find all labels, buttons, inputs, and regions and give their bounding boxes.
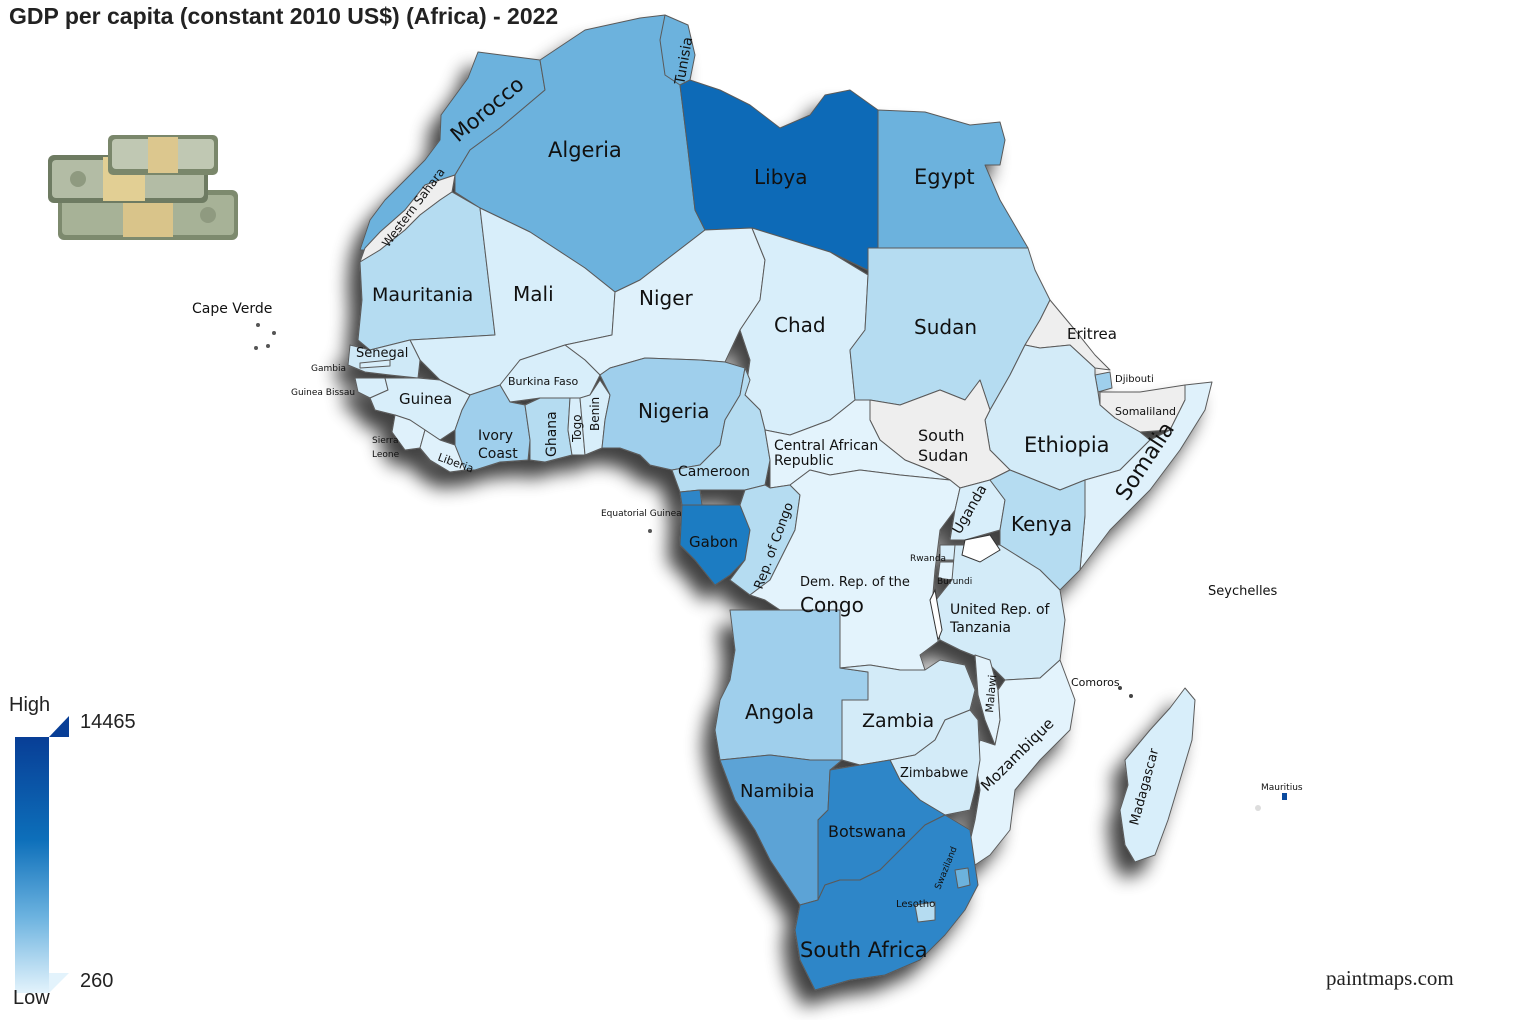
label-guinea-bissau: Guinea Bissau xyxy=(291,388,355,398)
island-cape-verde-3[interactable] xyxy=(254,346,258,350)
country-south-africa[interactable] xyxy=(794,814,979,991)
country-madagascar[interactable] xyxy=(1119,687,1196,863)
legend-high-label: High xyxy=(9,694,51,716)
label-ivory-coast-2: Coast xyxy=(478,446,518,462)
label-mauritania: Mauritania xyxy=(372,284,473,306)
label-zambia: Zambia xyxy=(862,710,934,732)
country-liberia[interactable] xyxy=(419,429,466,473)
label-egypt: Egypt xyxy=(914,165,975,189)
country-lesotho[interactable] xyxy=(914,901,936,923)
label-nigeria: Nigeria xyxy=(638,399,710,423)
island-bioko[interactable] xyxy=(648,529,652,533)
africa-continent xyxy=(347,14,1213,991)
label-drc-1: Dem. Rep. of the xyxy=(800,575,910,590)
label-botswana: Botswana xyxy=(828,822,906,841)
map-title: GDP per capita (constant 2010 US$) (Afri… xyxy=(9,3,559,29)
label-sudan: Sudan xyxy=(914,315,977,339)
label-sierra-leone-1: Sierra xyxy=(372,436,399,446)
label-ethiopia: Ethiopia xyxy=(1024,433,1110,457)
label-kenya: Kenya xyxy=(1011,512,1072,536)
label-gabon: Gabon xyxy=(689,533,738,551)
country-gambia[interactable] xyxy=(359,359,391,369)
label-mali: Mali xyxy=(513,282,554,306)
lake-tanganyika xyxy=(929,588,943,642)
legend-min-value: 260 xyxy=(80,970,114,992)
label-cameroon: Cameroon xyxy=(678,464,750,480)
label-senegal: Senegal xyxy=(356,346,408,361)
label-tanzania-1: United Rep. of xyxy=(950,602,1051,618)
lake-victoria xyxy=(961,534,1001,563)
label-somaliland: Somaliland xyxy=(1115,405,1176,418)
label-eritrea: Eritrea xyxy=(1067,325,1117,343)
label-equatorial-guinea: Equatorial Guinea xyxy=(601,509,682,519)
label-djibouti: Djibouti xyxy=(1115,374,1154,385)
country-cameroon[interactable] xyxy=(671,367,771,493)
label-seychelles: Seychelles xyxy=(1208,584,1278,599)
label-tanzania-2: Tanzania xyxy=(949,620,1011,636)
label-sierra-leone-2: Leone xyxy=(372,450,400,460)
legend-gradient-bar xyxy=(15,737,49,993)
island-reunion xyxy=(1255,805,1261,811)
legend-low-marker xyxy=(49,973,69,993)
label-south-sudan-1: South xyxy=(918,426,965,445)
label-comoros: Comoros xyxy=(1071,676,1120,689)
label-ghana: Ghana xyxy=(544,411,560,457)
label-angola: Angola xyxy=(745,700,814,724)
money-stack-icon xyxy=(48,135,238,240)
label-ivory-coast-1: Ivory xyxy=(478,428,513,444)
label-gambia: Gambia xyxy=(311,364,346,374)
label-benin: Benin xyxy=(588,397,602,431)
label-mauritius: Mauritius xyxy=(1261,783,1303,793)
legend-high-marker xyxy=(49,716,69,737)
label-niger: Niger xyxy=(639,286,694,310)
country-burkina-faso[interactable] xyxy=(499,344,601,403)
island-cape-verde-2[interactable] xyxy=(272,331,276,335)
label-south-africa: South Africa xyxy=(800,938,928,962)
label-lesotho: Lesotho xyxy=(896,899,935,910)
label-chad: Chad xyxy=(774,313,826,337)
label-burundi: Burundi xyxy=(937,577,972,587)
islands xyxy=(254,323,1287,811)
legend-max-value: 14465 xyxy=(80,711,136,733)
legend-low-label: Low xyxy=(13,987,50,1009)
label-drc-2: Congo xyxy=(800,593,864,617)
label-zimbabwe: Zimbabwe xyxy=(900,766,968,781)
label-guinea: Guinea xyxy=(399,390,452,408)
label-car-2: Republic xyxy=(774,453,834,469)
label-car-1: Central African xyxy=(774,438,878,454)
country-kenya[interactable] xyxy=(989,469,1086,591)
label-burkina-faso: Burkina Faso xyxy=(508,375,578,388)
island-cape-verde-1[interactable] xyxy=(256,323,260,327)
label-togo: Togo xyxy=(570,414,584,443)
label-south-sudan-2: Sudan xyxy=(918,446,968,465)
island-comoros-1[interactable] xyxy=(1118,686,1122,690)
island-comoros-2[interactable] xyxy=(1129,694,1133,698)
country-ivory-coast[interactable] xyxy=(454,384,531,471)
country-drc[interactable] xyxy=(749,469,961,671)
country-swaziland[interactable] xyxy=(954,867,971,889)
lakes xyxy=(929,534,1001,642)
country-gabon[interactable] xyxy=(679,504,751,586)
country-equatorial-guinea[interactable] xyxy=(679,489,703,506)
label-cape-verde: Cape Verde xyxy=(192,301,272,317)
label-rwanda: Rwanda xyxy=(910,554,946,564)
label-namibia: Namibia xyxy=(740,781,815,802)
watermark[interactable]: paintmaps.com xyxy=(1326,966,1454,990)
label-malawi: Malawi xyxy=(983,674,999,713)
label-algeria: Algeria xyxy=(548,138,622,162)
island-cape-verde-4[interactable] xyxy=(266,344,270,348)
island-mauritius[interactable] xyxy=(1282,793,1287,800)
label-libya: Libya xyxy=(754,165,808,189)
